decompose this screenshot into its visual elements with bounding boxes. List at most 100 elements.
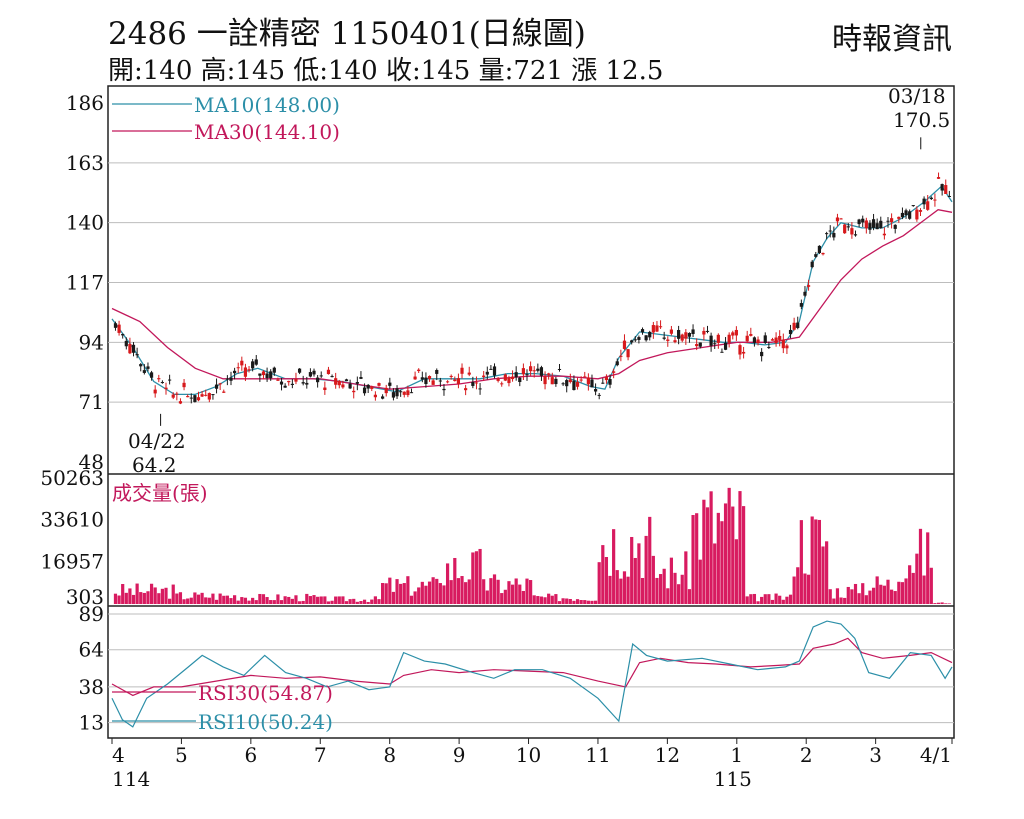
candle-down xyxy=(514,372,518,378)
volume-bar xyxy=(503,589,507,604)
volume-bar xyxy=(128,588,132,604)
volume-bar xyxy=(211,593,215,604)
candle-up xyxy=(792,322,796,330)
candle-down xyxy=(713,343,717,345)
volume-bar xyxy=(229,598,233,604)
volume-bar xyxy=(258,593,262,604)
candle-down xyxy=(922,198,926,205)
candle-up xyxy=(406,390,410,396)
volume-bar xyxy=(850,589,854,604)
candle-down xyxy=(908,211,912,219)
volume-bar xyxy=(926,532,930,604)
volume-bar xyxy=(868,590,872,604)
candle-up xyxy=(370,386,374,389)
candle-down xyxy=(409,392,414,394)
candle-down xyxy=(875,223,879,230)
candle-down xyxy=(590,379,594,388)
volume-bar xyxy=(936,602,941,604)
high-annotation-value: 170.5 xyxy=(893,108,950,132)
candle-down xyxy=(124,340,128,347)
candle-down xyxy=(139,364,143,367)
candle-up xyxy=(287,380,291,383)
volume-bar xyxy=(651,555,655,604)
candle-down xyxy=(760,351,764,357)
candle-down xyxy=(211,394,215,396)
candle-down xyxy=(149,372,154,378)
candle-down xyxy=(489,368,493,370)
volume-bar xyxy=(391,591,396,604)
volume-bar xyxy=(911,572,915,604)
candle-up xyxy=(196,397,201,401)
candle-up xyxy=(200,394,204,397)
volume-bar xyxy=(832,598,836,604)
volume-bar xyxy=(316,596,320,604)
volume-bar xyxy=(413,591,417,604)
volume-bar xyxy=(384,583,388,604)
volume-bar xyxy=(182,599,186,604)
volume-bar xyxy=(864,595,868,604)
candle-down xyxy=(305,382,309,385)
candle-up xyxy=(243,367,248,377)
volume-bar xyxy=(702,499,706,604)
candle-down xyxy=(814,254,818,257)
candle-up xyxy=(294,378,298,382)
x-tick-label: 12 xyxy=(655,743,680,767)
candle-down xyxy=(709,335,713,346)
candle-up xyxy=(352,390,356,393)
rsi-lines xyxy=(108,613,954,728)
volume-bar xyxy=(243,597,248,604)
candle-down xyxy=(893,224,897,229)
volume-bar xyxy=(723,503,728,604)
volume-bar xyxy=(168,598,172,604)
candle-up xyxy=(716,334,720,343)
volume-bar xyxy=(337,596,341,604)
volume-bar xyxy=(297,601,302,604)
candle-up xyxy=(936,177,941,179)
price-y-tick-label: 186 xyxy=(66,91,104,115)
volume-bar xyxy=(821,546,825,604)
volume-bar xyxy=(622,571,627,604)
candle-up xyxy=(178,401,183,404)
volume-bar xyxy=(738,491,742,604)
candle-down xyxy=(258,373,262,376)
candle-down xyxy=(911,205,915,207)
volume-bar xyxy=(225,595,229,604)
volume-y-tick-label: 50263 xyxy=(40,466,104,490)
volume-bar xyxy=(464,582,468,604)
candle-up xyxy=(507,377,511,384)
volume-bar xyxy=(283,596,287,604)
candle-down xyxy=(554,378,558,385)
volume-bar xyxy=(399,583,403,604)
volume-bar xyxy=(525,578,529,604)
candle-down xyxy=(644,335,648,341)
volume-bar xyxy=(543,597,547,604)
candle-down xyxy=(485,371,489,375)
candle-down xyxy=(796,322,800,329)
volume-bar xyxy=(803,573,807,604)
volume-bar xyxy=(673,572,677,604)
volume-bar xyxy=(835,588,840,604)
candle-down xyxy=(767,346,771,348)
candle-down xyxy=(525,374,529,376)
candle-down xyxy=(662,337,666,339)
volume-bar xyxy=(171,584,175,604)
volume-bar xyxy=(113,593,118,604)
volume-bar xyxy=(214,599,219,604)
candle-down xyxy=(135,354,139,356)
candle-up xyxy=(467,372,471,375)
candle-up xyxy=(839,218,843,220)
volume-bar xyxy=(875,576,879,604)
candle-up xyxy=(207,393,211,400)
candle-down xyxy=(828,230,832,232)
volume-bar xyxy=(175,593,179,604)
candle-down xyxy=(121,334,125,336)
volume-y-tick-label: 16957 xyxy=(40,549,104,573)
candle-up xyxy=(532,370,536,372)
candle-down xyxy=(330,376,334,378)
candlesticks xyxy=(113,137,951,426)
volume-bar xyxy=(348,599,352,604)
candle-up xyxy=(503,374,507,381)
volume-bar xyxy=(897,581,901,604)
candle-up xyxy=(897,216,901,219)
